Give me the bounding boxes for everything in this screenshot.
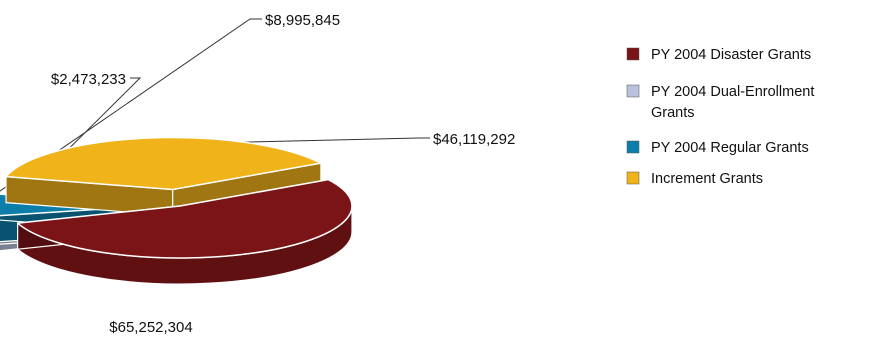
slice-top-disaster-grants [16,178,353,259]
legend-swatch-regular-grants [626,140,640,154]
legend-item-regular-grants: PY 2004 Regular Grants [626,140,809,156]
pie-slice-disaster-grants [16,178,353,285]
legend: PY 2004 Disaster Grants PY 2004 Dual-Enr… [626,47,818,187]
leader-line-regular-grants [0,18,262,192]
data-label-increment-grants: $46,119,292 [433,131,515,148]
legend-label-regular-grants: PY 2004 Regular Grants [651,140,809,156]
legend-swatch-dual-enrollment-grants [626,84,640,98]
data-label-dual-enrollment-grants: $2,473,233 [51,71,126,88]
data-label-regular-grants: $8,995,845 [265,12,340,29]
slice-top-increment-grants [5,136,322,191]
data-labels: $65,252,304 $2,473,233 $8,995,845 $46,11… [51,12,515,336]
legend-label-disaster-grants: PY 2004 Disaster Grants [651,47,811,63]
legend-label-dual-enrollment-grants: PY 2004 Dual-Enrollment Grants [651,84,818,121]
legend-item-increment-grants: Increment Grants [626,171,763,187]
pie-slices [0,136,353,285]
legend-label-increment-grants: Increment Grants [651,171,763,187]
data-label-disaster-grants: $65,252,304 [109,319,192,336]
legend-swatch-increment-grants [626,171,640,185]
legend-item-dual-enrollment-grants: PY 2004 Dual-Enrollment Grants [626,84,818,121]
legend-item-disaster-grants: PY 2004 Disaster Grants [626,47,811,63]
legend-swatch-disaster-grants [626,47,640,61]
